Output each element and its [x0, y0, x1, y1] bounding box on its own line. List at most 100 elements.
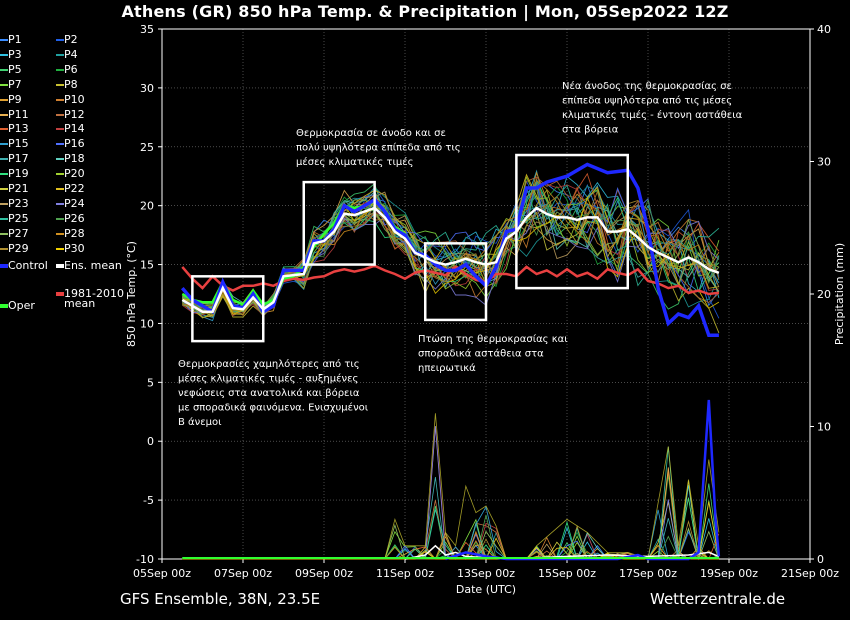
legend-label: 1981-2010 [64, 287, 124, 300]
precip-max-line [364, 413, 720, 560]
legend-label: P30 [64, 241, 85, 255]
y2-tick-label: 0 [817, 553, 824, 566]
legend-swatch [56, 247, 64, 250]
legend-swatch [56, 143, 64, 146]
y-tick-label: -5 [143, 494, 154, 507]
legend-label: P25 [8, 211, 29, 225]
legend-swatch [56, 292, 64, 296]
y-tick-label: -10 [136, 553, 154, 566]
x-axis-label: Date (UTC) [456, 583, 516, 596]
x-tick-label: 05Sep 00z [133, 567, 191, 580]
legend-label: P16 [64, 137, 85, 151]
x-tick-label: 13Sep 00z [457, 567, 515, 580]
highlight-box-4 [515, 153, 629, 290]
chart-title: Athens (GR) 850 hPa Temp. & Precipitatio… [121, 2, 729, 21]
legend-swatch [56, 202, 64, 205]
y2-tick-label: 20 [817, 288, 831, 301]
legend-swatch [56, 128, 64, 131]
legend-label: P7 [8, 77, 22, 91]
legend-swatch [0, 83, 8, 86]
y-tick-label: 5 [147, 376, 154, 389]
legend-label: P22 [64, 182, 85, 195]
ens-mean-line [181, 206, 720, 313]
legend-swatch [0, 39, 8, 41]
legend-swatch [0, 128, 8, 131]
member-precip-p7 [182, 500, 720, 560]
legend-swatch [0, 143, 8, 146]
legend-label: P26 [64, 211, 85, 225]
site-label: Wetterzentrale.de [650, 590, 786, 608]
legend-swatch [0, 173, 8, 176]
member-precip-p11 [182, 467, 719, 560]
legend-swatch [56, 232, 64, 235]
legend-label: P17 [8, 152, 29, 166]
y-tick-label: 0 [147, 435, 154, 448]
legend-label: P12 [64, 107, 85, 121]
y-tick-label: 10 [140, 317, 154, 330]
legend-label: Control [8, 259, 48, 272]
legend-swatch [0, 188, 8, 190]
legend-swatch [56, 158, 64, 161]
legend-swatch [56, 83, 64, 86]
y-tick-label: 35 [140, 23, 154, 36]
legend-label: P19 [8, 167, 29, 181]
legend-label: P6 [64, 62, 78, 76]
legend-label: P28 [64, 226, 85, 240]
x-tick-label: 07Sep 00z [214, 567, 272, 580]
legend-label: P4 [64, 47, 78, 61]
legend-swatch [0, 304, 8, 308]
legend-swatch [0, 158, 8, 161]
legend: P1 P2 P3 P4 P5 P6 P7 P8 P9 P10 P11 P12 P13 P14 P15 P16 P… [0, 30, 135, 330]
legend-swatch [0, 113, 8, 116]
legend-label: P20 [64, 167, 85, 181]
legend-label: Oper [8, 299, 35, 312]
model-label: GFS Ensemble, 38N, 23.5E [120, 590, 321, 608]
legend-label: P24 [64, 196, 85, 210]
legend-label: P8 [64, 77, 78, 91]
legend-label: P1 [8, 33, 22, 46]
legend-swatch [0, 53, 8, 56]
legend-label: P13 [8, 122, 29, 136]
highlight-box-2 [302, 180, 376, 266]
highlight-box-3 [424, 242, 488, 322]
y2-axis-label: Precipitation (mm) [833, 243, 846, 345]
x-tick-label: 11Sep 00z [376, 567, 434, 580]
legend-label: P9 [8, 92, 22, 106]
legend-label: Ens. mean [64, 259, 122, 272]
legend-climate-label-2: mean [64, 297, 96, 310]
annotation-4: Νέα άνοδος της θερμοκρασίας σε επίπεδα υψ… [562, 80, 743, 136]
legend-label: P5 [8, 62, 22, 76]
legend-swatch [56, 188, 64, 190]
y-tick-label: 30 [140, 82, 154, 95]
member-precip-p12 [182, 497, 719, 560]
x-tick-label: 19Sep 00z [700, 567, 758, 580]
legend-label: P3 [8, 47, 22, 61]
annotation-2: Θερμοκρασία σε άνοδο και σε πολύ υψηλότερ… [296, 127, 461, 168]
legend-label: P27 [8, 226, 29, 240]
highlight-box-1 [191, 275, 265, 343]
y2-tick-label: 10 [817, 421, 831, 434]
y-tick-label: 15 [140, 259, 154, 272]
x-tick-label: 15Sep 00z [538, 567, 596, 580]
legend-label: P2 [64, 33, 78, 46]
annotation-3: Πτώση της θερμοκρασίας και σποραδικά αστά… [418, 333, 568, 374]
legend-label: P11 [8, 107, 29, 121]
legend-swatch [56, 173, 64, 176]
y2-tick-label: 30 [817, 156, 831, 169]
legend-swatch [56, 264, 64, 268]
legend-label: P21 [8, 182, 29, 195]
legend-swatch [0, 232, 8, 235]
legend-label: P10 [64, 92, 85, 106]
legend-swatch [0, 217, 8, 220]
legend-label: P14 [64, 122, 85, 136]
legend-label: P15 [8, 137, 29, 151]
legend-label: P29 [8, 241, 29, 255]
precip-control-line [445, 399, 721, 561]
y-axis-label: 850 hPa Temp. (°C) [125, 241, 138, 347]
y-tick-label: 25 [140, 141, 154, 154]
legend-swatch [0, 247, 8, 250]
legend-swatch [56, 68, 64, 71]
member-precip-p25 [182, 446, 720, 560]
legend-swatch [0, 202, 8, 205]
